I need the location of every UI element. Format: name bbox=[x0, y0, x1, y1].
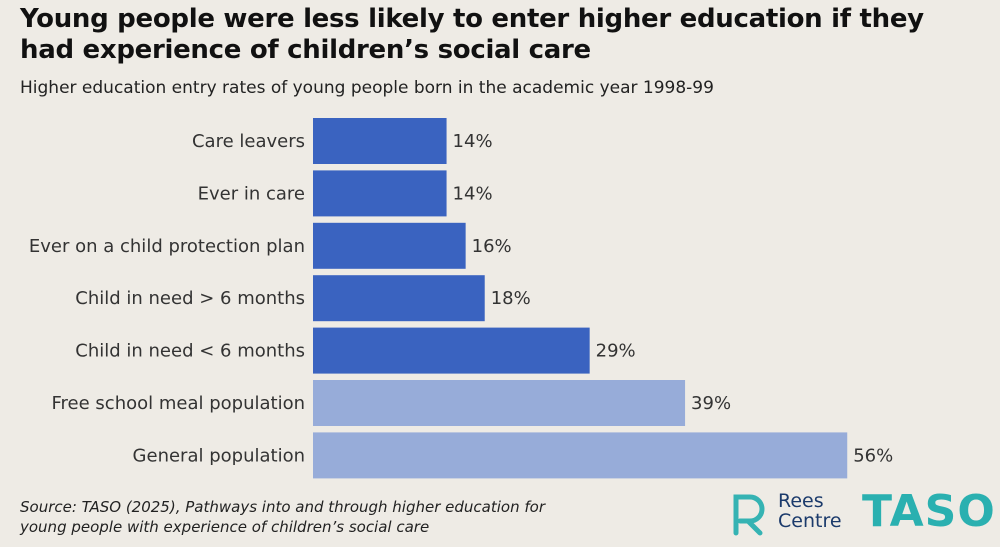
chart-subtitle: Higher education entry rates of young pe… bbox=[20, 78, 714, 98]
bar bbox=[313, 432, 848, 479]
value-label: 16% bbox=[472, 236, 512, 257]
category-label: Ever in care bbox=[198, 183, 305, 204]
value-label: 56% bbox=[853, 445, 893, 466]
bar bbox=[313, 275, 485, 322]
rees-logo-line: Rees bbox=[778, 490, 824, 512]
category-label: Child in need < 6 months bbox=[75, 341, 305, 362]
rees-logo-line: Centre bbox=[778, 510, 842, 532]
source-note: Source: TASO (2025), Pathways into and t… bbox=[20, 498, 545, 536]
bar bbox=[313, 327, 590, 374]
chart-title: Young people were less likely to enter h… bbox=[20, 4, 924, 65]
category-label: Ever on a child protection plan bbox=[29, 236, 305, 257]
bar bbox=[313, 380, 686, 426]
category-label: Free school meal population bbox=[52, 393, 306, 414]
taso-logo: TASO bbox=[862, 486, 996, 537]
rees-logo-icon bbox=[733, 494, 765, 536]
bar bbox=[313, 118, 447, 164]
value-label: 18% bbox=[491, 288, 531, 309]
category-label: General population bbox=[133, 445, 305, 466]
value-label: 29% bbox=[596, 341, 636, 362]
category-label: Care leavers bbox=[192, 131, 305, 152]
bar bbox=[313, 222, 466, 269]
value-label: 39% bbox=[691, 393, 731, 414]
bar bbox=[313, 170, 447, 217]
value-label: 14% bbox=[453, 131, 493, 152]
rees-logo: Rees Centre bbox=[778, 491, 842, 531]
category-label: Child in need > 6 months bbox=[75, 288, 305, 309]
value-label: 14% bbox=[453, 183, 493, 204]
